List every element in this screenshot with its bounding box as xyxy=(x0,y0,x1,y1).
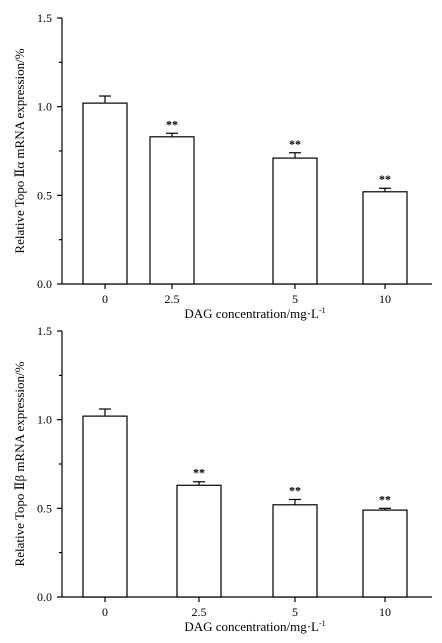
bar xyxy=(362,191,408,285)
y-tick-label: 0.0 xyxy=(37,277,52,291)
significance-label: ** xyxy=(193,466,205,480)
y-tick-label: 1.0 xyxy=(37,100,52,114)
x-tick-label: 2.5 xyxy=(165,292,180,306)
bar xyxy=(82,102,128,285)
x-axis-label-superscript: -1 xyxy=(319,306,326,315)
significance-label: ** xyxy=(379,172,391,186)
bar xyxy=(176,484,222,598)
y-axis-label: Relative Topo Ⅱβ mRNA expression/% xyxy=(12,361,27,566)
x-tick-label: 0 xyxy=(102,292,108,306)
chart-alpha: Relative Topo Ⅱα mRNA expression/% DAG c… xyxy=(12,11,432,321)
significance-label: ** xyxy=(289,483,301,497)
significance-label: ** xyxy=(379,492,391,506)
y-tick-label: 0.5 xyxy=(37,501,52,515)
bar xyxy=(82,415,128,598)
bar xyxy=(149,136,195,285)
significance-label: ** xyxy=(166,117,178,131)
significance-label: ** xyxy=(289,137,301,151)
bar xyxy=(362,509,408,598)
y-tick-label: 1.5 xyxy=(37,324,52,338)
x-tick-label: 2.5 xyxy=(192,605,207,619)
y-tick-label: 1.0 xyxy=(37,413,52,427)
bar xyxy=(272,504,318,598)
x-tick-label: 0 xyxy=(102,605,108,619)
y-tick-label: 0.0 xyxy=(37,590,52,604)
y-axis-label: Relative Topo Ⅱα mRNA expression/% xyxy=(12,48,27,253)
x-axis-label-text: DAG concentration/mg·L xyxy=(184,306,319,321)
y-tick-label: 1.5 xyxy=(37,11,52,25)
x-axis-label: DAG concentration/mg·L-1 xyxy=(184,306,325,321)
bar xyxy=(272,157,318,285)
x-tick-label: 5 xyxy=(292,605,298,619)
chart-beta: Relative Topo Ⅱβ mRNA expression/% DAG c… xyxy=(12,324,432,634)
y-tick-label: 0.5 xyxy=(37,188,52,202)
x-tick-label: 10 xyxy=(379,292,391,306)
x-tick-label: 10 xyxy=(379,605,391,619)
x-axis-label: DAG concentration/mg·L-1 xyxy=(184,619,325,634)
x-axis-label-text: DAG concentration/mg·L xyxy=(184,619,319,634)
x-axis-label-superscript: -1 xyxy=(319,619,326,628)
x-tick-label: 5 xyxy=(292,292,298,306)
